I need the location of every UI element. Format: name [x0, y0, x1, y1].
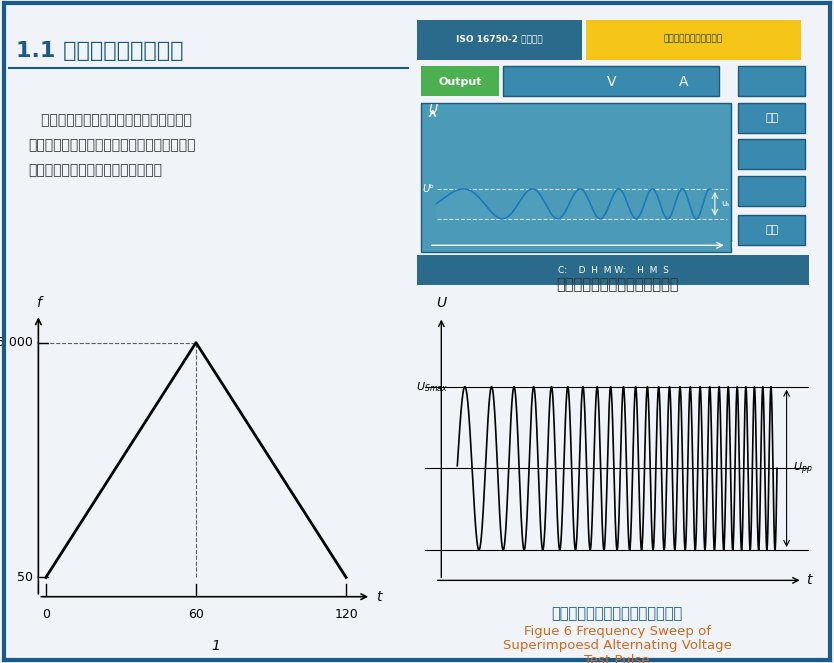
Text: 退出: 退出 — [765, 225, 778, 235]
Text: 0: 0 — [42, 608, 50, 621]
Text: t: t — [731, 240, 735, 251]
Text: uₛ: uₛ — [721, 200, 729, 208]
Text: $U_{pp}$: $U_{pp}$ — [793, 460, 812, 477]
Text: 模拟发电机纹波电压在发电机工作期间将
残留的交流成分叠加在电气系统的供电回路中
装置测试。本项测试模拟这种工况。: 模拟发电机纹波电压在发电机工作期间将 残留的交流成分叠加在电气系统的供电回路中 … — [28, 113, 196, 177]
Text: 发电机纹波叠加测试脉冲频率时序: 发电机纹波叠加测试脉冲频率时序 — [551, 607, 683, 622]
Text: 1: 1 — [212, 639, 220, 653]
Text: 120: 120 — [334, 608, 358, 621]
Text: A: A — [679, 75, 688, 90]
Bar — [738, 103, 805, 133]
Bar — [421, 103, 731, 252]
Text: 60: 60 — [188, 608, 204, 621]
Text: f: f — [36, 296, 41, 310]
Text: V: V — [607, 75, 616, 90]
Text: 设置: 设置 — [765, 113, 778, 123]
Bar — [738, 215, 805, 245]
Text: t: t — [376, 589, 382, 604]
Text: U: U — [428, 103, 437, 116]
Bar — [585, 20, 801, 60]
Text: ISO 16750-2 专用电源: ISO 16750-2 专用电源 — [456, 34, 543, 44]
Bar — [738, 176, 805, 206]
Bar — [421, 66, 500, 96]
Text: 50: 50 — [18, 571, 33, 584]
Text: 1.1 发电机叠加纹波电压: 1.1 发电机叠加纹波电压 — [17, 41, 183, 61]
Text: Output: Output — [439, 77, 482, 88]
Text: Superimpoesd Alternating Voltage: Superimpoesd Alternating Voltage — [503, 639, 731, 652]
Text: $U_{Smax}$: $U_{Smax}$ — [415, 380, 448, 394]
Bar — [417, 20, 581, 60]
Text: Test Pulse: Test Pulse — [585, 654, 650, 663]
Text: t: t — [806, 573, 811, 587]
Text: Uᵇ: Uᵇ — [423, 184, 435, 194]
Bar — [738, 139, 805, 169]
Text: U: U — [436, 296, 446, 310]
Bar — [503, 66, 719, 96]
Text: 发电机叠加纹波电压界面显示图: 发电机叠加纹波电压界面显示图 — [556, 276, 678, 292]
Bar — [417, 255, 809, 285]
Bar — [738, 66, 805, 96]
Text: 发动机叠加纹波电压模式: 发动机叠加纹波电压模式 — [664, 34, 723, 44]
Text: C:    D  H  M W:    H  M  S: C: D H M W: H M S — [558, 266, 668, 274]
Text: 25 000: 25 000 — [0, 336, 33, 349]
Text: Figue 6 Frequency Sweep of: Figue 6 Frequency Sweep of — [524, 625, 711, 638]
